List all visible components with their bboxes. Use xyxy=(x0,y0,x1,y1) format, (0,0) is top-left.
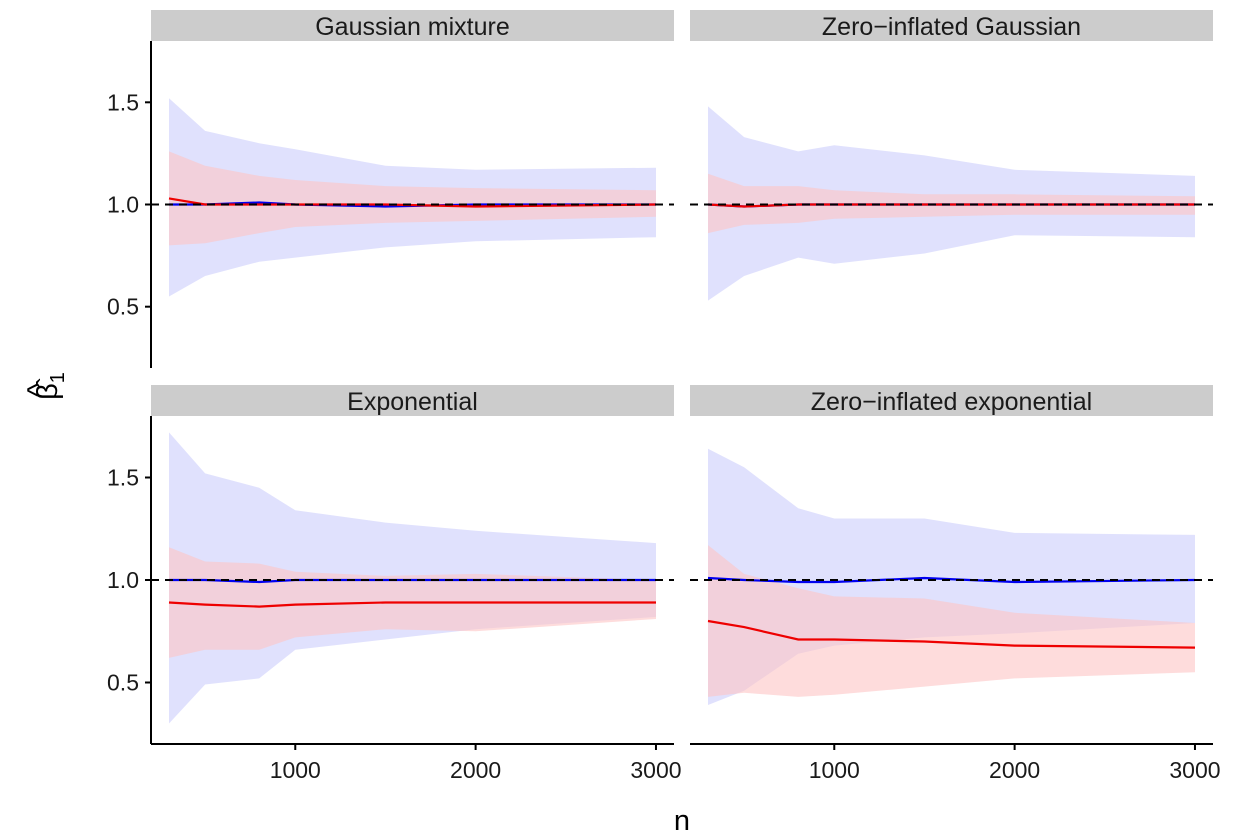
y-tick-label: 1.0 xyxy=(107,567,139,593)
svg-text:β̂1: β̂1 xyxy=(32,372,69,400)
panel-1: Gaussian mixture 0.5 1.0 1.5 xyxy=(107,10,674,368)
panels-layer: Gaussian mixture 0.5 1.0 1.5 Zero−inflated G… xyxy=(107,10,1221,783)
y-axis-title-subscript: 1 xyxy=(47,372,69,383)
x-tick-label: 1000 xyxy=(809,757,860,783)
red-mean-line xyxy=(168,601,656,608)
y-axis-title-hat: ^ xyxy=(22,383,54,397)
x-axis-title: n xyxy=(674,805,690,836)
y-axis-title: β̂1 ^ xyxy=(22,372,69,400)
x-tick-label: 1000 xyxy=(270,757,321,783)
panel-title: Zero−inflated Gaussian xyxy=(822,13,1081,41)
x-tick-label: 3000 xyxy=(630,757,681,783)
red-mean-line xyxy=(707,619,1196,649)
panel-4: Zero−inflated exponential 1000 2000 3000 xyxy=(690,385,1221,783)
panel-strip xyxy=(151,385,674,416)
y-tick-label: 1.5 xyxy=(107,89,139,115)
panel-title: Zero−inflated exponential xyxy=(811,388,1092,416)
red-interval-band xyxy=(169,151,656,246)
blue-mean-line xyxy=(707,576,1196,584)
y-axis-title-symbol: β̂ xyxy=(32,378,64,400)
y-tick-label: 1.5 xyxy=(107,465,139,491)
panel-2: Zero−inflated Gaussian xyxy=(690,10,1213,301)
y-tick-label: 0.5 xyxy=(107,294,139,320)
y-tick-label: 1.0 xyxy=(107,192,139,218)
x-tick-label: 2000 xyxy=(450,757,501,783)
panel-strip xyxy=(690,385,1213,416)
panel-strip xyxy=(690,10,1213,41)
panel-title: Gaussian mixture xyxy=(315,13,510,41)
y-tick-label: 0.5 xyxy=(107,670,139,696)
panel-title: Exponential xyxy=(347,388,478,416)
red-interval-band xyxy=(708,545,1195,697)
x-tick-label: 2000 xyxy=(989,757,1040,783)
panel-strip xyxy=(151,10,674,41)
x-tick-label: 3000 xyxy=(1169,757,1220,783)
panel-3: Exponential 0.5 1.0 1.5 1000 2000 3000 xyxy=(107,385,682,783)
